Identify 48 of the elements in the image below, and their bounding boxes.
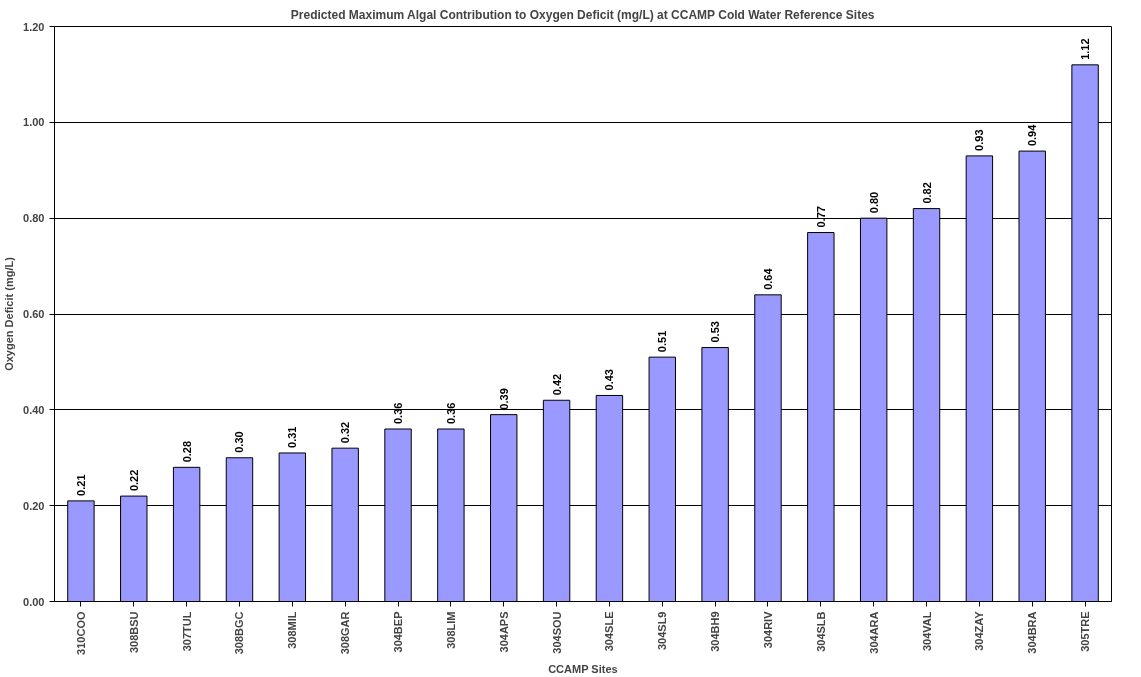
x-tick-label: 304RIV (761, 610, 774, 649)
data-label: 0.30 (233, 431, 246, 453)
data-label: 0.93 (973, 129, 986, 151)
data-label: 0.32 (339, 421, 352, 444)
x-tick-label: 304SLB (814, 611, 827, 652)
data-label: 0.77 (814, 206, 827, 228)
x-tick-label: 308BSU (127, 611, 140, 654)
x-tick-label: 304SL9 (656, 611, 669, 651)
x-tick-label: 304APS (497, 611, 510, 653)
y-tick-label: 0.40 (23, 403, 45, 416)
x-tick-label: 308LIM (444, 611, 457, 649)
y-tick-label: 0.80 (23, 212, 45, 225)
data-label: 0.22 (127, 469, 140, 492)
y-tick-label: 0.60 (23, 308, 45, 320)
x-tick-label: 304ZAY (973, 610, 986, 651)
x-tick-label: 305TRE (1079, 611, 1092, 652)
data-label: 0.21 (74, 474, 87, 496)
data-label: 0.64 (761, 267, 774, 290)
data-label: 0.80 (867, 191, 880, 214)
x-tick-label: 304SOU (550, 611, 563, 654)
chart-title: Predicted Maximum Algal Contribution to Oxygen Deficit (mg/L) at CCAMP Cold Water Reference Sites (290, 7, 875, 22)
data-label: 0.51 (656, 330, 669, 353)
data-label: 0.28 (180, 440, 193, 463)
data-label: 0.94 (1026, 123, 1039, 147)
x-tick-label: 304BH9 (709, 611, 722, 652)
y-tick-label: 1.20 (23, 20, 45, 33)
y-tick-label: 0.20 (23, 499, 45, 512)
x-tick-label: 304VAL (920, 611, 933, 652)
data-label: 0.42 (550, 373, 563, 396)
x-tick-label: 304SLE (603, 611, 616, 652)
x-tick-label: 310COO (74, 611, 87, 655)
y-axis-title: Oxygen Deficit (mg/L) (3, 256, 16, 371)
x-tick-label: 308BGC (233, 611, 246, 655)
y-tick-label: 0.00 (23, 595, 45, 608)
x-tick-label: 307TUL (180, 611, 193, 652)
x-tick-label: 304ARA (867, 611, 880, 654)
x-tick-label: 304BEP (392, 611, 405, 653)
data-label: 1.12 (1079, 38, 1092, 60)
data-label: 0.39 (497, 388, 510, 410)
x-axis-title: CCAMP Sites (548, 662, 618, 675)
data-label: 0.43 (603, 369, 616, 391)
x-tick-label: 308MIL (286, 611, 299, 649)
x-tick-label: 308GAR (339, 611, 352, 655)
x-tick-label: 304BRA (1026, 611, 1039, 654)
data-label: 0.82 (920, 182, 933, 204)
data-label: 0.31 (286, 426, 299, 448)
data-label: 0.53 (709, 321, 722, 343)
y-tick-label: 1.00 (23, 116, 45, 129)
